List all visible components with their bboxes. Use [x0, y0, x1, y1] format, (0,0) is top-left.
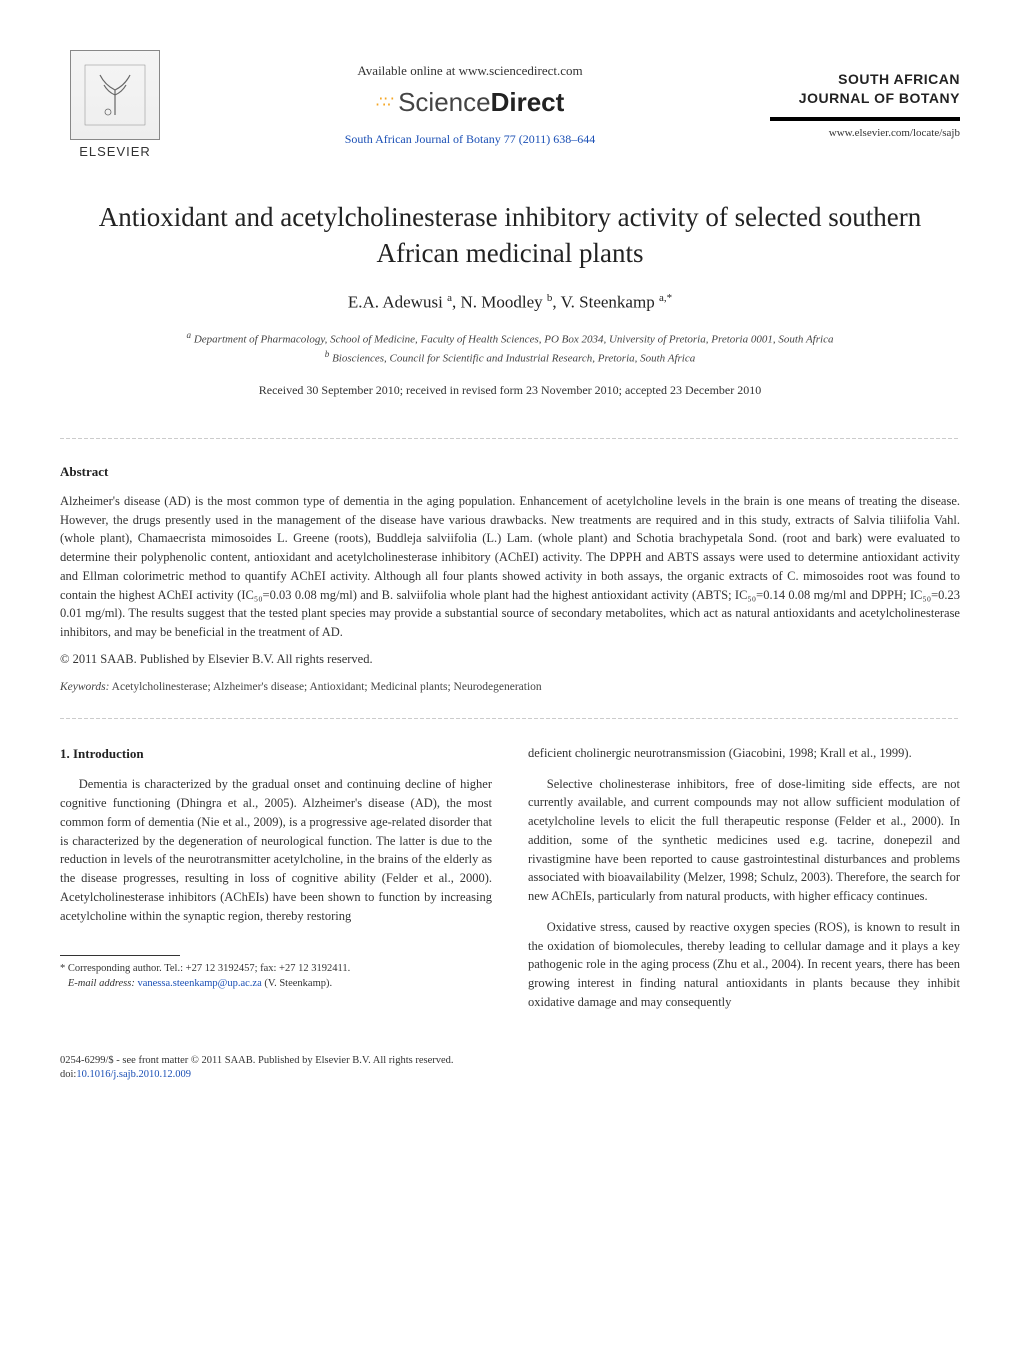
sciencedirect-logo: ∴∵ ScienceDirect [170, 87, 770, 118]
abstract-body: Alzheimer's disease (AD) is the most com… [60, 492, 960, 642]
intro-paragraph: deficient cholinergic neurotransmission … [528, 744, 960, 763]
journal-bar [770, 117, 960, 121]
divider [60, 718, 960, 719]
doi-link[interactable]: 10.1016/j.sajb.2010.12.009 [76, 1069, 191, 1080]
abstract-heading: Abstract [60, 464, 960, 480]
abstract-copyright: © 2011 SAAB. Published by Elsevier B.V. … [60, 652, 960, 667]
left-column: 1. Introduction Dementia is characterize… [60, 744, 492, 1024]
keywords: Keywords: Acetylcholinesterase; Alzheime… [60, 681, 960, 693]
right-column: deficient cholinergic neurotransmission … [528, 744, 960, 1024]
corresponding-author-footnote: * Corresponding author. Tel.: +27 12 319… [60, 962, 492, 991]
footnote-rule [60, 955, 180, 956]
intro-paragraph: Selective cholinesterase inhibitors, fre… [528, 775, 960, 906]
article-title: Antioxidant and acetylcholinesterase inh… [60, 199, 960, 272]
sciencedirect-wordmark: ScienceDirect [398, 87, 564, 118]
divider [60, 438, 960, 439]
publisher-name: ELSEVIER [79, 144, 151, 159]
publisher-logo: ELSEVIER [60, 50, 170, 159]
journal-name: SOUTH AFRICAN JOURNAL OF BOTANY [770, 70, 960, 106]
journal-reference[interactable]: South African Journal of Botany 77 (2011… [170, 132, 770, 147]
introduction-heading: 1. Introduction [60, 744, 492, 764]
intro-paragraph: Oxidative stress, caused by reactive oxy… [528, 918, 960, 1012]
center-header: Available online at www.sciencedirect.co… [170, 63, 770, 147]
journal-branding: SOUTH AFRICAN JOURNAL OF BOTANY www.else… [770, 70, 960, 138]
journal-url[interactable]: www.elsevier.com/locate/sajb [770, 127, 960, 139]
intro-paragraph: Dementia is characterized by the gradual… [60, 775, 492, 925]
front-matter: 0254-6299/$ - see front matter © 2011 SA… [60, 1054, 960, 1083]
author-email[interactable]: vanessa.steenkamp@up.ac.za [137, 978, 261, 989]
body-columns: 1. Introduction Dementia is characterize… [60, 744, 960, 1024]
page-header: ELSEVIER Available online at www.science… [60, 50, 960, 159]
affiliations: a Department of Pharmacology, School of … [60, 329, 960, 367]
sciencedirect-dots-icon: ∴∵ [376, 92, 392, 112]
available-online-text: Available online at www.sciencedirect.co… [170, 63, 770, 79]
elsevier-tree-icon [70, 50, 160, 140]
article-dates: Received 30 September 2010; received in … [60, 383, 960, 398]
authors-list: E.A. Adewusi a, N. Moodley b, V. Steenka… [60, 292, 960, 313]
